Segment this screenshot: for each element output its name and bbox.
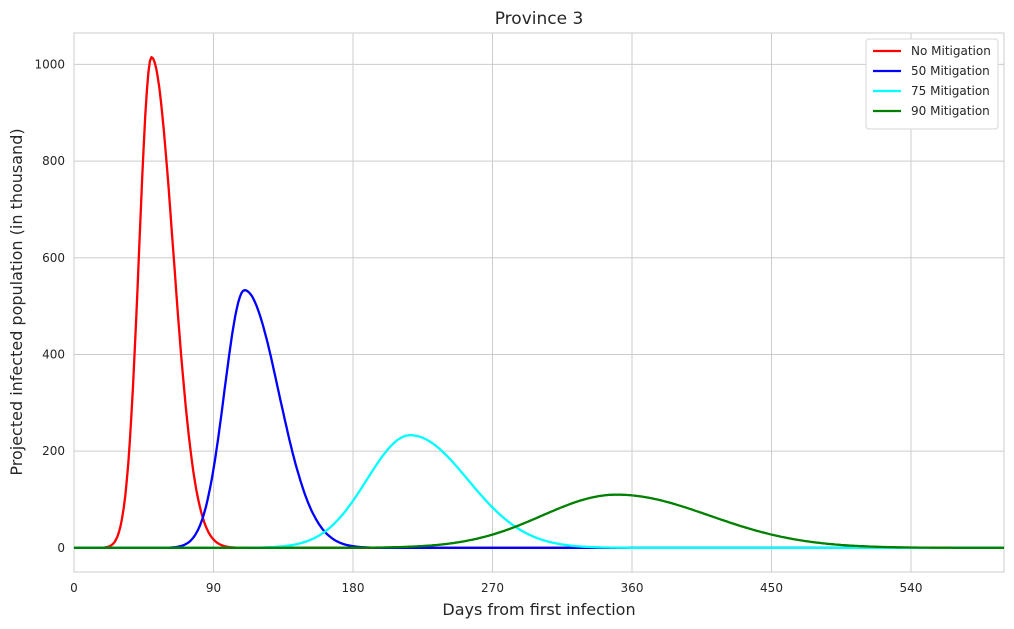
y-tick-label: 1000	[34, 57, 65, 71]
y-tick-label: 600	[42, 251, 65, 265]
series-line-90-mitigation	[74, 493, 1004, 549]
x-tick-label: 450	[760, 581, 783, 595]
legend: No Mitigation 50 Mitigation 75 Mitigation 9…	[865, 38, 999, 130]
chart-title: Province 3	[495, 9, 584, 29]
series-lines	[74, 56, 1004, 549]
plot-area	[73, 32, 1005, 573]
x-tick-label: 0	[70, 581, 78, 595]
y-tick-labels: 0 200 400 600 800 1000	[34, 57, 65, 554]
y-tick-label: 200	[42, 444, 65, 458]
legend-label-no-mitigation: No Mitigation	[911, 44, 991, 58]
x-tick-label: 360	[621, 581, 644, 595]
legend-label-50-mitigation: 50 Mitigation	[911, 64, 990, 78]
y-axis-label: Projected infected population (in thousa…	[7, 128, 26, 475]
legend-label-75-mitigation: 75 Mitigation	[911, 84, 990, 98]
x-tick-label: 270	[481, 581, 504, 595]
x-tick-label: 180	[342, 581, 365, 595]
x-tick-label: 540	[900, 581, 923, 595]
x-axis-label: Days from first infection	[442, 600, 635, 619]
x-tick-labels: 0 90 180 270 360 450 540	[70, 581, 922, 595]
legend-label-90-mitigation: 90 Mitigation	[911, 104, 990, 118]
y-tick-label: 400	[42, 347, 65, 361]
x-tick-label: 90	[206, 581, 221, 595]
legend-box	[865, 38, 999, 130]
y-tick-label: 800	[42, 154, 65, 168]
y-tick-label: 0	[57, 541, 65, 555]
